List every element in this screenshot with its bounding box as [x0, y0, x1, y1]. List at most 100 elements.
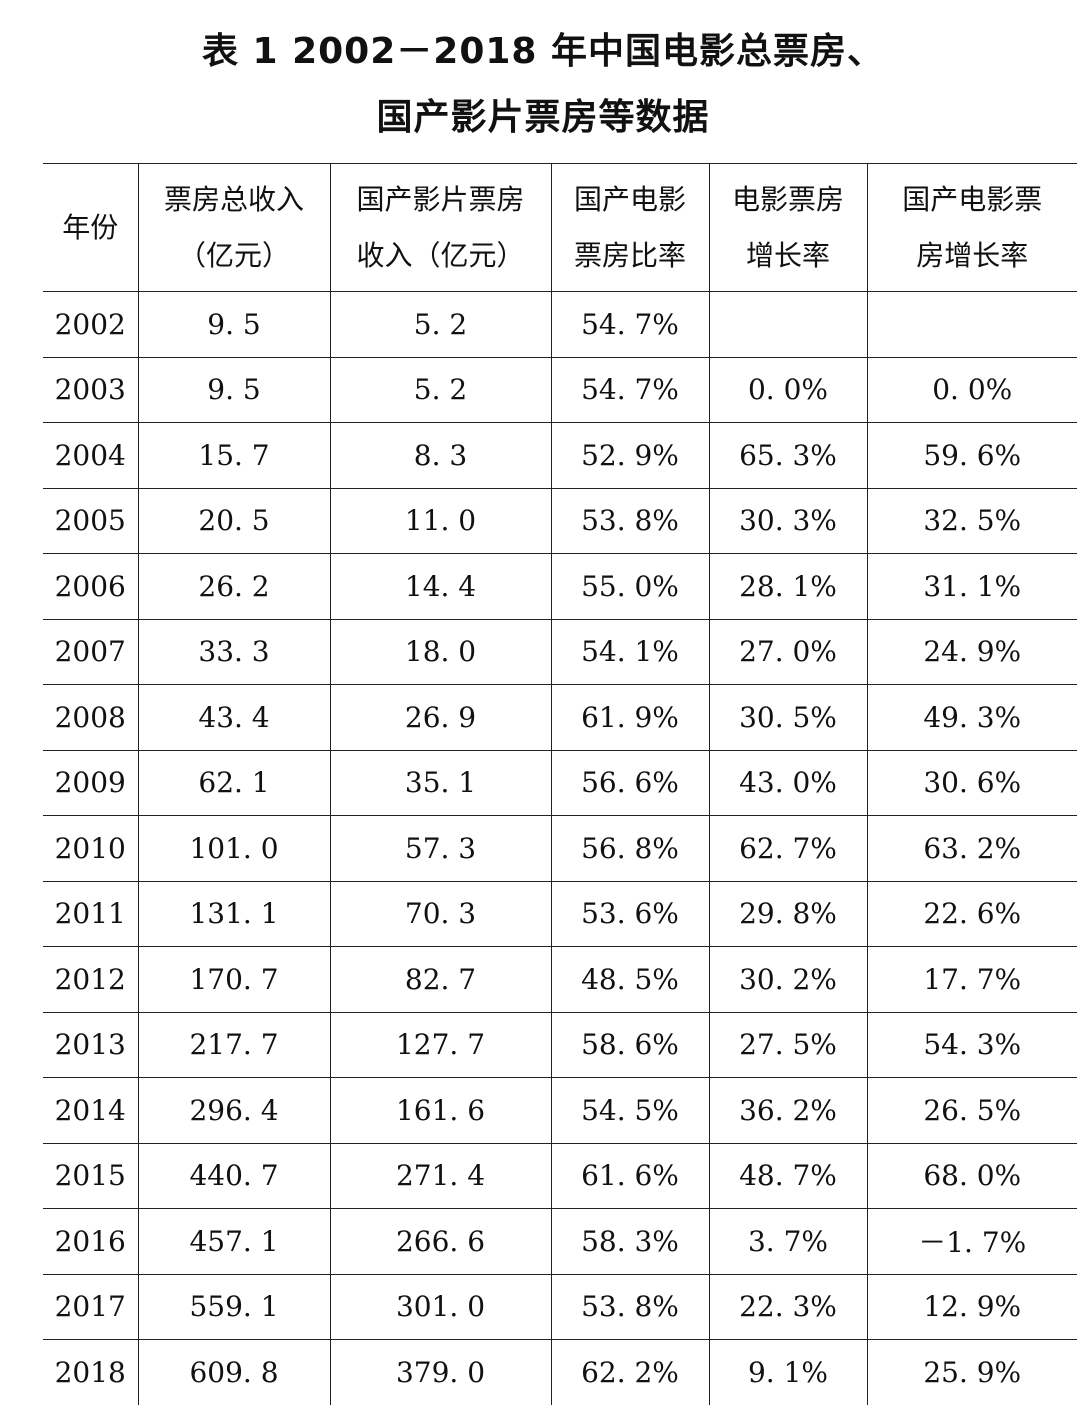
cell-domestic-ratio: 54. 5%	[550, 1077, 710, 1144]
cell-box-office-growth: 30. 5%	[708, 684, 868, 751]
table-row: 2011 131. 1 70. 3 53. 6% 29. 8% 22. 6%	[43, 880, 1077, 947]
table-row: 2004 15. 7 8. 3 52. 9% 65. 3% 59. 6%	[43, 422, 1077, 489]
table-row: 2012 170. 7 82. 7 48. 5% 30. 2% 17. 7%	[43, 946, 1077, 1013]
cell-domestic-growth: 30. 6%	[866, 749, 1077, 816]
cell-year: 2005	[43, 487, 139, 554]
cell-year: 2002	[43, 291, 139, 358]
table-title-line-2: 国产影片票房等数据	[376, 97, 710, 138]
cell-year: 2008	[43, 684, 139, 751]
table-row: 2005 20. 5 11. 0 53. 8% 30. 3% 32. 5%	[43, 487, 1077, 554]
cell-total-revenue: 33. 3	[137, 618, 331, 685]
cell-domestic-revenue: 18. 0	[329, 618, 552, 685]
header-domestic-revenue: 国产影片票房 收入（亿元）	[329, 163, 552, 292]
cell-year: 2013	[43, 1011, 139, 1078]
cell-domestic-revenue: 301. 0	[329, 1273, 552, 1340]
header-total-revenue: 票房总收入 （亿元）	[137, 163, 331, 292]
cell-total-revenue: 217. 7	[137, 1011, 331, 1078]
cell-box-office-growth: 3. 7%	[708, 1208, 868, 1275]
cell-domestic-revenue: 35. 1	[329, 749, 552, 816]
cell-domestic-revenue: 5. 2	[329, 291, 552, 358]
cell-year: 2006	[43, 553, 139, 620]
cell-domestic-ratio: 56. 8%	[550, 815, 710, 882]
cell-domestic-growth: 17. 7%	[866, 946, 1077, 1013]
cell-domestic-revenue: 82. 7	[329, 946, 552, 1013]
cell-domestic-ratio: 54. 1%	[550, 618, 710, 685]
cell-year: 2017	[43, 1273, 139, 1340]
cell-domestic-revenue: 271. 4	[329, 1142, 552, 1209]
box-office-table: 年份 票房总收入 （亿元） 国产影片票房 收入（亿元） 国产电影 票房比率 电影票房 增长率 国产…	[43, 163, 1077, 1405]
cell-domestic-revenue: 70. 3	[329, 880, 552, 947]
cell-domestic-growth: 59. 6%	[866, 422, 1077, 489]
table-row: 2002 9. 5 5. 2 54. 7%	[43, 291, 1077, 358]
header-box-office-growth: 电影票房 增长率	[708, 163, 868, 292]
cell-domestic-growth	[866, 291, 1077, 358]
cell-total-revenue: 559. 1	[137, 1273, 331, 1340]
cell-box-office-growth: 43. 0%	[708, 749, 868, 816]
cell-year: 2007	[43, 618, 139, 685]
table-row: 2008 43. 4 26. 9 61. 9% 30. 5% 49. 3%	[43, 684, 1077, 751]
cell-domestic-growth: 68. 0%	[866, 1142, 1077, 1209]
cell-domestic-revenue: 57. 3	[329, 815, 552, 882]
cell-box-office-growth: 28. 1%	[708, 553, 868, 620]
cell-domestic-ratio: 54. 7%	[550, 356, 710, 423]
cell-year: 2015	[43, 1142, 139, 1209]
cell-box-office-growth	[708, 291, 868, 358]
header-text-line: 房增长率	[916, 238, 1029, 272]
cell-total-revenue: 15. 7	[137, 422, 331, 489]
cell-year: 2018	[43, 1339, 139, 1405]
cell-year: 2010	[43, 815, 139, 882]
cell-year: 2004	[43, 422, 139, 489]
cell-total-revenue: 62. 1	[137, 749, 331, 816]
table-row: 2010 101. 0 57. 3 56. 8% 62. 7% 63. 2%	[43, 815, 1077, 882]
cell-domestic-growth: 26. 5%	[866, 1077, 1077, 1144]
table-row: 2006 26. 2 14. 4 55. 0% 28. 1% 31. 1%	[43, 553, 1077, 620]
header-text-line: 电影票房	[731, 182, 844, 216]
cell-total-revenue: 9. 5	[137, 291, 331, 358]
cell-year: 2014	[43, 1077, 139, 1144]
cell-box-office-growth: 22. 3%	[708, 1273, 868, 1340]
cell-box-office-growth: 27. 5%	[708, 1011, 868, 1078]
cell-box-office-growth: 65. 3%	[708, 422, 868, 489]
table-row: 2016 457. 1 266. 6 58. 3% 3. 7% －1. 7%	[43, 1208, 1077, 1275]
header-text-line: 增长率	[745, 238, 830, 272]
cell-domestic-ratio: 61. 9%	[550, 684, 710, 751]
cell-domestic-ratio: 56. 6%	[550, 749, 710, 816]
cell-domestic-revenue: 161. 6	[329, 1077, 552, 1144]
cell-box-office-growth: 29. 8%	[708, 880, 868, 947]
table-row: 2017 559. 1 301. 0 53. 8% 22. 3% 12. 9%	[43, 1273, 1077, 1340]
cell-total-revenue: 296. 4	[137, 1077, 331, 1144]
cell-total-revenue: 43. 4	[137, 684, 331, 751]
header-text-line: （亿元）	[177, 238, 290, 272]
cell-domestic-growth: 24. 9%	[866, 618, 1077, 685]
cell-total-revenue: 131. 1	[137, 880, 331, 947]
cell-total-revenue: 9. 5	[137, 356, 331, 423]
cell-domestic-ratio: 48. 5%	[550, 946, 710, 1013]
header-domestic-growth: 国产电影票 房增长率	[866, 163, 1077, 292]
cell-total-revenue: 457. 1	[137, 1208, 331, 1275]
cell-domestic-growth: 49. 3%	[866, 684, 1077, 751]
table-row: 2015 440. 7 271. 4 61. 6% 48. 7% 68. 0%	[43, 1142, 1077, 1209]
cell-box-office-growth: 30. 3%	[708, 487, 868, 554]
cell-year: 2011	[43, 880, 139, 947]
cell-domestic-ratio: 54. 7%	[550, 291, 710, 358]
cell-box-office-growth: 48. 7%	[708, 1142, 868, 1209]
cell-total-revenue: 170. 7	[137, 946, 331, 1013]
cell-box-office-growth: 27. 0%	[708, 618, 868, 685]
cell-domestic-growth: 12. 9%	[866, 1273, 1077, 1340]
cell-year: 2003	[43, 356, 139, 423]
cell-domestic-ratio: 58. 3%	[550, 1208, 710, 1275]
table-row: 2009 62. 1 35. 1 56. 6% 43. 0% 30. 6%	[43, 749, 1077, 816]
cell-domestic-growth: 32. 5%	[866, 487, 1077, 554]
header-text-line: 国产影片票房	[356, 182, 525, 216]
cell-domestic-growth: 54. 3%	[866, 1011, 1077, 1078]
cell-year: 2012	[43, 946, 139, 1013]
cell-domestic-revenue: 14. 4	[329, 553, 552, 620]
cell-year: 2016	[43, 1208, 139, 1275]
header-year: 年份	[43, 163, 139, 292]
table-header: 年份 票房总收入 （亿元） 国产影片票房 收入（亿元） 国产电影 票房比率 电影票房 增长率 国产…	[43, 163, 1077, 292]
cell-domestic-revenue: 8. 3	[329, 422, 552, 489]
cell-box-office-growth: 62. 7%	[708, 815, 868, 882]
table-row: 2003 9. 5 5. 2 54. 7% 0. 0% 0. 0%	[43, 356, 1077, 423]
header-domestic-ratio: 国产电影 票房比率	[550, 163, 710, 292]
cell-domestic-growth: 22. 6%	[866, 880, 1077, 947]
